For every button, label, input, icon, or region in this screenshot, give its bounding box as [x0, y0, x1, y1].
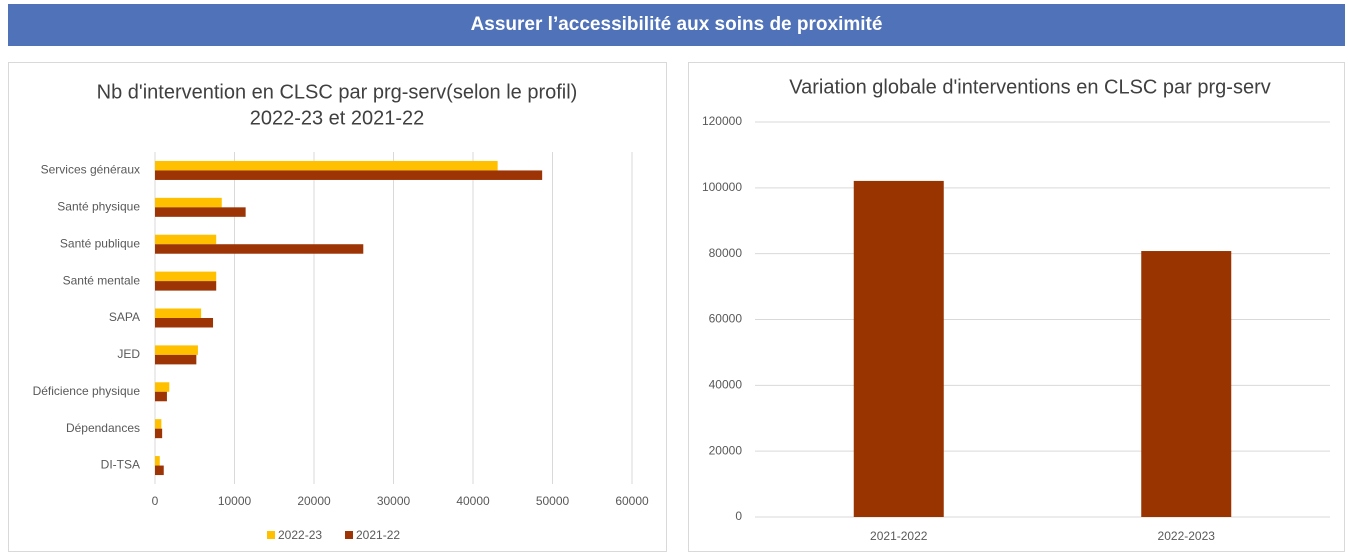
x-tick-label: 20000 — [297, 494, 331, 508]
legend-label: 2022-23 — [278, 528, 322, 542]
legend-swatch — [345, 531, 353, 539]
x-tick-label: 10000 — [218, 494, 252, 508]
bar — [155, 244, 364, 254]
right-panel — [688, 62, 1345, 552]
y-tick-label: Dépendances — [66, 421, 140, 435]
y-tick-label: Santé mentale — [63, 273, 141, 287]
legend-swatch — [267, 531, 275, 539]
x-tick-label: 2022-2023 — [1158, 529, 1216, 543]
chart-title: Nb d'intervention en CLSC par prg-serv(s… — [97, 81, 578, 103]
bar — [155, 197, 222, 208]
bar — [155, 271, 217, 282]
y-tick-label: Santé physique — [57, 200, 140, 214]
bar — [155, 281, 217, 291]
bar — [155, 419, 162, 429]
x-tick-label: 50000 — [536, 494, 570, 508]
x-tick-label: 2021-2022 — [870, 529, 928, 543]
bar — [155, 391, 167, 402]
x-tick-label: 30000 — [377, 494, 411, 508]
y-tick-label: 60000 — [709, 312, 743, 326]
bar — [155, 456, 160, 466]
y-tick-label: 40000 — [709, 378, 743, 392]
bar — [155, 318, 214, 328]
y-tick-label: 80000 — [709, 246, 743, 260]
y-tick-label: 20000 — [709, 443, 743, 457]
bar — [155, 234, 217, 245]
bar — [155, 308, 202, 318]
legend-label: 2021-22 — [356, 528, 400, 542]
x-tick-label: 0 — [152, 494, 159, 508]
y-tick-label: 100000 — [702, 180, 742, 194]
chart-title: Variation globale d'interventions en CLS… — [789, 76, 1270, 98]
y-tick-label: Santé publique — [60, 236, 140, 250]
header-title: Assurer l’accessibilité aux soins de pro… — [8, 4, 1345, 46]
y-tick-label: 120000 — [702, 114, 742, 128]
bar — [155, 160, 498, 171]
left-panel — [8, 62, 667, 552]
bar — [155, 354, 197, 365]
y-tick-label: Déficience physique — [33, 384, 141, 398]
y-tick-label: DI-TSA — [101, 458, 140, 472]
bar — [155, 207, 246, 217]
bar — [155, 465, 164, 476]
y-tick-label: 0 — [735, 509, 742, 523]
bar — [155, 345, 198, 355]
bar — [155, 428, 163, 439]
x-tick-label: 60000 — [615, 494, 649, 508]
chart-title: 2022-23 et 2021-22 — [250, 107, 425, 129]
y-tick-label: SAPA — [109, 310, 140, 324]
y-tick-label: JED — [117, 347, 140, 361]
y-tick-label: Services généraux — [41, 163, 140, 177]
bar — [155, 170, 543, 180]
bar — [1141, 251, 1232, 518]
bar — [155, 382, 170, 392]
x-tick-label: 40000 — [456, 494, 490, 508]
bar — [853, 180, 944, 517]
